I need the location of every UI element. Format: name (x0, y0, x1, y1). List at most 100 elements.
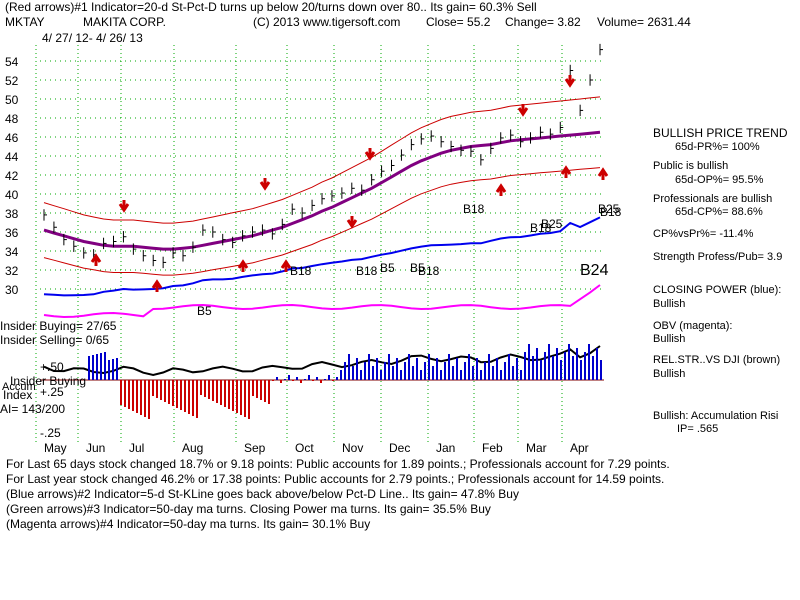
accum-bar (152, 380, 154, 396)
minus25-label: -.25 (40, 426, 61, 440)
signal-label: B18 (418, 264, 440, 278)
accum-bar (492, 366, 494, 380)
footer-green-arrows: (Green arrows)#3 Indicator=50-day ma tur… (6, 502, 491, 516)
accum-bar (100, 353, 102, 380)
accum-bar (216, 380, 218, 403)
ma50-line (43, 130, 601, 251)
accum-bar (108, 360, 110, 380)
x-tick-label: Feb (482, 441, 503, 455)
accum-bar (544, 352, 546, 380)
accum-bar (244, 380, 246, 417)
accum-bar (336, 377, 338, 380)
accum-bar (340, 370, 342, 380)
accum-bar (368, 354, 370, 380)
accum-bar (212, 380, 214, 401)
accum-bar (128, 380, 130, 409)
accumulation-histogram (40, 344, 604, 419)
accum-bar (500, 370, 502, 380)
lower-band (43, 167, 601, 276)
accum-bar (584, 352, 586, 380)
accum-bar (160, 380, 162, 400)
accum-bar (260, 380, 262, 400)
accum-bar (384, 362, 386, 380)
signal-label: B18 (530, 221, 552, 235)
accum-bar (324, 379, 326, 380)
buy-arrow (237, 259, 249, 272)
x-tick-label: Jul (129, 441, 144, 455)
grid-lines (35, 45, 604, 445)
closing-power-title: CLOSING POWER (blue): (653, 284, 782, 296)
x-tick-label: Apr (570, 441, 589, 455)
buy-arrow (151, 279, 163, 292)
y-tick-label: 40 (5, 188, 19, 202)
ai-value: AI= 143/200 (0, 402, 66, 416)
insider-buying-index-2: Index (3, 388, 33, 402)
sell-arrow (364, 148, 376, 161)
accum-bar (436, 358, 438, 380)
closing-power-line (43, 216, 601, 297)
accum-bar (488, 354, 490, 380)
y-tick-label: 52 (5, 74, 19, 88)
x-tick-label: Aug (182, 441, 203, 455)
accum-bar (348, 354, 350, 380)
ma50 (43, 130, 601, 251)
closing-power (43, 216, 601, 297)
y-tick-label: 44 (5, 150, 19, 164)
x-tick-label: Dec (389, 441, 410, 455)
y-tick-label: 30 (5, 283, 19, 297)
pr-value: 65d-PR%= 100% (675, 141, 760, 153)
accum-bar (196, 380, 198, 418)
accum-bar (172, 380, 174, 406)
accum-bar (96, 354, 98, 380)
x-tick-label: May (44, 441, 67, 455)
y-tick-label: 50 (5, 93, 19, 107)
accum-bar (132, 380, 134, 411)
accum-bar (284, 379, 286, 380)
accum-bar (456, 358, 458, 380)
accum-bar (352, 366, 354, 380)
insider-buying: Insider Buying= 27/65 (0, 319, 117, 333)
accum-bar (404, 362, 406, 380)
accum-bar (432, 366, 434, 380)
cp-value: 65d-CP%= 88.6% (675, 206, 763, 218)
buy-arrow (560, 165, 572, 178)
accum-bar (512, 366, 514, 380)
accum-bar (600, 360, 602, 380)
x-tick-label: Nov (342, 441, 363, 455)
y-axis-ticks: 30 32 34 36 38 40 42 44 46 48 50 52 54 (5, 55, 19, 297)
accum-bar (304, 379, 306, 380)
accum-bar (272, 380, 274, 381)
accum-bar (548, 344, 550, 380)
professionals-bullish: Professionals are bullish (653, 193, 773, 205)
accum-bar (572, 356, 574, 380)
accum-bar (308, 375, 310, 380)
strength-ratio: Strength Profess/Pub= 3.9 (653, 251, 783, 263)
accum-bar (580, 360, 582, 380)
accum-bar (360, 370, 362, 380)
accum-bar (516, 358, 518, 380)
cp-vs-pr: CP%vsPr%= -11.4% (653, 228, 754, 240)
y-tick-label: 42 (5, 169, 19, 183)
accum-bar (588, 344, 590, 380)
accum-bar (184, 380, 186, 412)
accum-bar (240, 380, 242, 415)
relstr-title: REL.STR..VS DJI (brown) (653, 354, 781, 366)
y-tick-label: 36 (5, 226, 19, 240)
accum-bar (460, 370, 462, 380)
accum-bar (592, 356, 594, 380)
accum-bar (164, 380, 166, 402)
company-name: MAKITA CORP. (83, 15, 166, 29)
x-tick-label: Sep (244, 441, 266, 455)
accum-bar (232, 380, 234, 411)
accum-bar (296, 377, 298, 380)
accum-bar (372, 366, 374, 380)
accum-bar (364, 362, 366, 380)
signal-arrows (90, 75, 609, 292)
buy-arrow (495, 183, 507, 196)
signal-label: B18 (290, 264, 312, 278)
public-bullish: Public is bullish (653, 160, 729, 172)
accum-bar (224, 380, 226, 407)
footer-blue-arrows: (Blue arrows)#2 Indicator=5-d St-KLine g… (6, 487, 519, 501)
accum-bar (300, 380, 302, 383)
